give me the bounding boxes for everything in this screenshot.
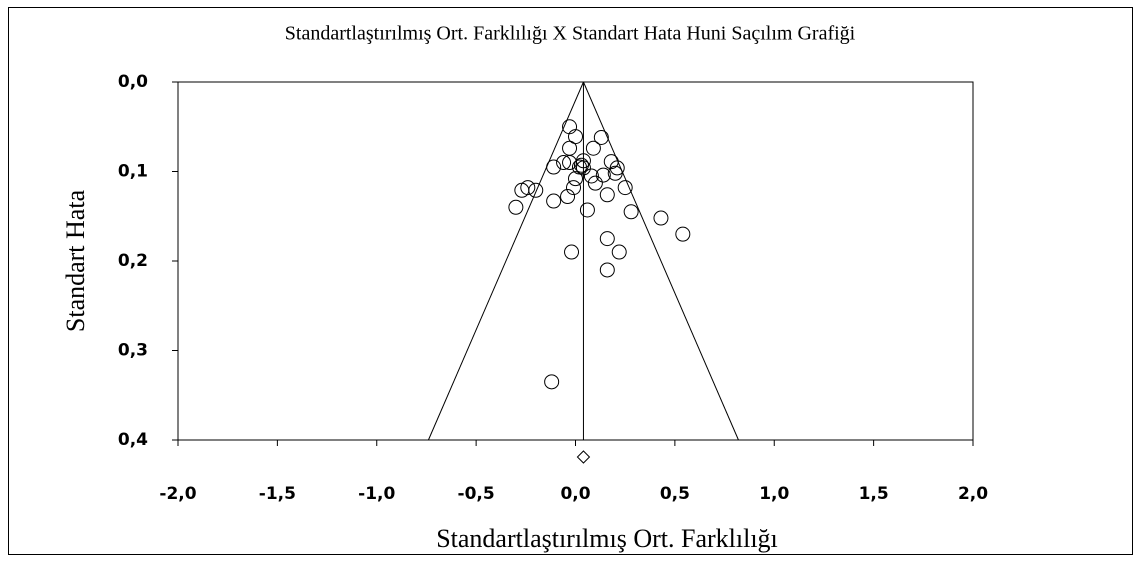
funnel-line (582, 81, 739, 441)
point (623, 204, 639, 220)
funnel-line (427, 81, 584, 441)
x-tick-label: 0,5 (660, 484, 690, 504)
plot-area (177, 81, 974, 441)
x-tick-label: -1,0 (358, 484, 395, 504)
point (585, 140, 601, 156)
point (593, 129, 609, 145)
x-tick-label: 0,0 (560, 484, 590, 504)
point (611, 244, 627, 260)
point (583, 168, 599, 184)
point (603, 154, 619, 170)
point (560, 189, 576, 205)
point (564, 244, 580, 260)
x-tick-label: -1,5 (259, 484, 296, 504)
point (653, 210, 669, 226)
point (508, 199, 524, 215)
point (571, 159, 587, 175)
point (568, 129, 583, 145)
point (546, 159, 562, 175)
point (587, 175, 603, 191)
point (562, 119, 578, 135)
x-axis-label: Standartlaştırılmış Ort. Farklılığı (436, 524, 778, 553)
y-axis-label: Standart Hata (61, 189, 90, 332)
x-tick-label: 1,0 (759, 484, 789, 504)
point (566, 180, 582, 196)
point (607, 165, 623, 181)
x-tick-label: -2,0 (159, 484, 196, 504)
frame (8, 7, 1133, 555)
point (520, 180, 536, 196)
y-tick-label: 0,3 (118, 341, 148, 361)
point (528, 182, 544, 198)
chart-title: Standartlaştırılmış Ort. Farklılığı X St… (285, 23, 856, 45)
y-tick-label: 0,4 (118, 430, 148, 450)
x-tick-label: 1,5 (859, 484, 889, 504)
point (675, 226, 691, 242)
point (573, 157, 589, 173)
point (568, 171, 583, 187)
point (599, 187, 615, 203)
x-tick-label: -0,5 (458, 484, 495, 504)
point (556, 155, 572, 171)
point (544, 374, 560, 390)
point (599, 262, 615, 278)
point (579, 202, 595, 218)
point (599, 231, 615, 247)
point (546, 193, 562, 209)
x-tick-label: 2,0 (958, 484, 988, 504)
y-tick-label: 0,2 (118, 251, 148, 271)
y-tick-label: 0,0 (118, 72, 148, 92)
point (562, 140, 578, 156)
summary-diamond (576, 450, 591, 464)
y-tick-label: 0,1 (118, 162, 148, 182)
point (595, 167, 611, 183)
point (617, 180, 633, 196)
